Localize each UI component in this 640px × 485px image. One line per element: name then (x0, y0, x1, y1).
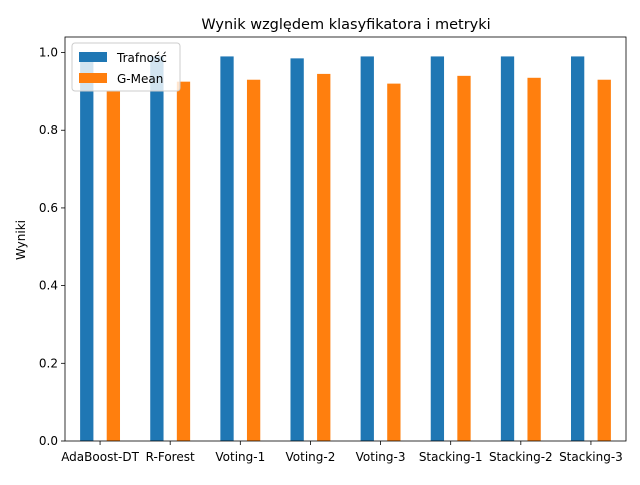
x-tick-label: Voting-2 (286, 450, 336, 464)
y-tick-label: 0.6 (39, 201, 58, 215)
x-tick-label: Stacking-2 (489, 450, 553, 464)
y-tick-label: 0.8 (39, 123, 58, 137)
x-tick-label: R-Forest (146, 450, 195, 464)
chart-title: Wynik względem klasyfikatora i metryki (201, 17, 490, 33)
y-axis-label: Wyniki (14, 220, 28, 260)
x-tick-label: Voting-3 (356, 450, 406, 464)
legend: Trafność G-Mean (71, 42, 181, 92)
bar-trafnosc-5 (430, 56, 445, 442)
axes-layer (64, 36, 627, 442)
bar-g-mean-0 (106, 91, 121, 441)
bar-g-mean-6 (527, 77, 541, 442)
bar-trafnosc-3 (290, 58, 304, 441)
legend-swatch (79, 52, 107, 62)
bar-trafnosc-2 (220, 56, 234, 442)
bar-trafnosc-1 (150, 56, 164, 442)
bar-trafnosc-7 (570, 56, 585, 442)
bar-g-mean-2 (246, 79, 261, 441)
y-tick-label: 1.0 (39, 46, 58, 60)
x-tick-label: Stacking-3 (559, 450, 623, 464)
bar-g-mean-1 (176, 81, 191, 441)
ticks-layer: AdaBoost-DT R-Forest Voting-1 Voting-2 Votin… (39, 46, 623, 464)
y-tick-label: 0.2 (39, 356, 58, 370)
bar-g-mean-5 (457, 75, 471, 441)
bar-trafnosc-4 (360, 56, 374, 442)
bar-trafnosc-0 (80, 56, 94, 442)
y-tick-label: 0.0 (39, 434, 58, 448)
bar-g-mean-7 (597, 79, 611, 441)
legend-swatch (79, 73, 107, 83)
bars-layer (80, 56, 611, 442)
bar-g-mean-4 (387, 83, 401, 441)
bar-trafnosc-6 (500, 56, 515, 442)
bar-g-mean-3 (317, 73, 331, 442)
legend-label: Trafność (116, 51, 167, 65)
x-tick-label: Stacking-1 (419, 450, 483, 464)
x-tick-label: AdaBoost-DT (61, 450, 139, 464)
plot-frame (64, 36, 627, 442)
legend-label: G-Mean (117, 72, 163, 86)
x-tick-label: Voting-1 (215, 450, 265, 464)
y-tick-label: 0.4 (39, 279, 58, 293)
